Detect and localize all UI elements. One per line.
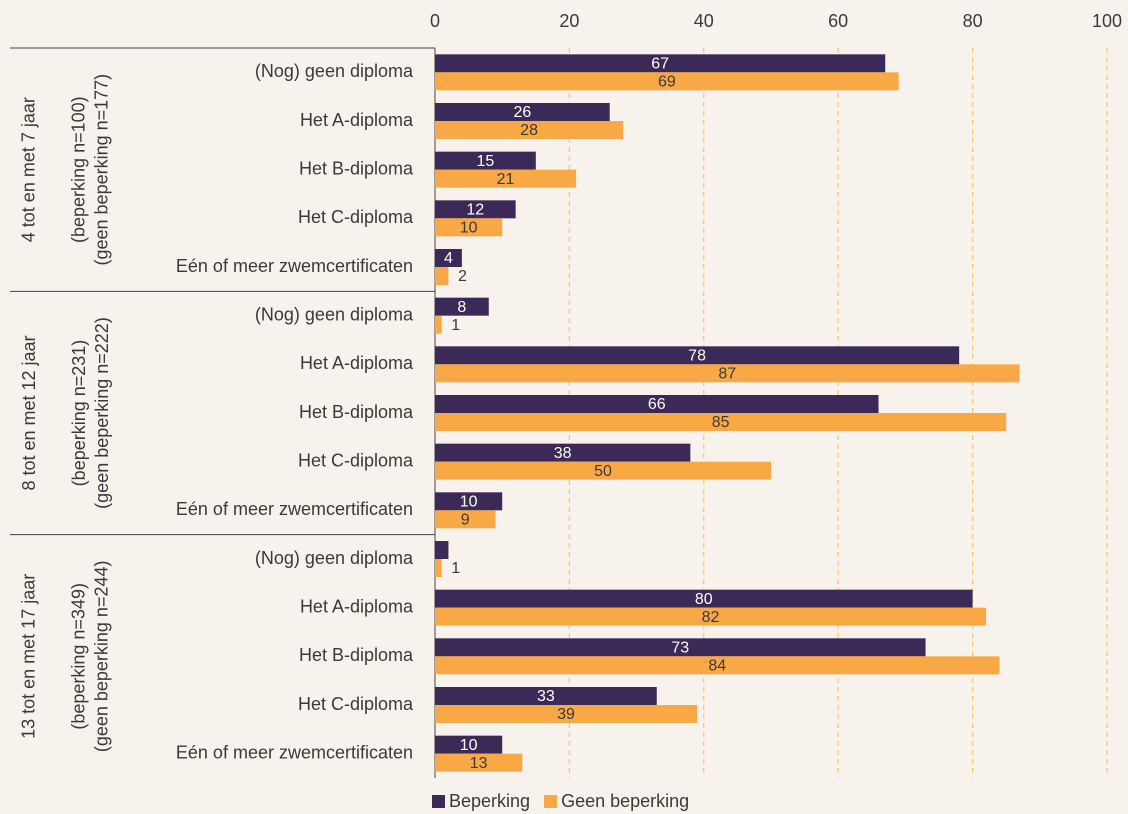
value-label: 69: [658, 74, 676, 91]
category-label: Het B-diploma: [299, 158, 414, 178]
group-sublabel: (geen beperking n=177): [92, 74, 112, 266]
legend-swatch: [432, 795, 445, 808]
value-label: 10: [460, 494, 478, 511]
x-tick-label: 40: [694, 11, 714, 31]
value-label: 12: [466, 202, 484, 219]
group-sublabel: (beperking n=231): [69, 340, 89, 487]
legend-label: Geen beperking: [561, 791, 689, 811]
value-label: 2: [458, 268, 467, 285]
value-label: 10: [460, 737, 478, 754]
group-sublabel: (beperking n=349): [69, 583, 89, 730]
category-label: Het A-diploma: [300, 353, 414, 373]
value-label: 21: [497, 171, 515, 188]
group-sublabel: (geen beperking n=222): [92, 317, 112, 509]
bar: [435, 249, 462, 267]
value-label: 78: [688, 348, 706, 365]
category-label: Het B-diploma: [299, 402, 414, 422]
bar: [435, 346, 960, 365]
bar: [435, 103, 610, 121]
bar: [435, 297, 489, 316]
bar: [435, 315, 442, 334]
bar: [435, 687, 657, 705]
value-label: 1: [451, 317, 460, 334]
value-label: 50: [594, 463, 612, 480]
value-label: 8: [457, 299, 466, 316]
bar: [435, 443, 691, 462]
group-sublabel: (beperking n=100): [69, 96, 89, 243]
bar: [435, 395, 879, 413]
group-label: 4 tot en met 7 jaar: [19, 97, 39, 242]
category-label: Het A-diploma: [300, 596, 414, 616]
bar: [435, 200, 516, 219]
value-label: 13: [470, 755, 488, 772]
category-label: Het C-diploma: [298, 694, 414, 714]
value-label: 10: [460, 220, 478, 237]
value-label: 85: [712, 414, 730, 431]
bar: [435, 559, 442, 577]
bar: [435, 753, 523, 772]
value-label: 1: [451, 560, 460, 577]
value-label: 39: [557, 706, 575, 723]
value-label: 73: [671, 640, 689, 657]
x-tick-label: 0: [430, 11, 440, 31]
bar: [435, 461, 771, 480]
value-label: 80: [695, 591, 713, 608]
bar: [435, 638, 926, 657]
group-label: 13 tot en met 17 jaar: [19, 574, 39, 739]
bar: [435, 364, 1020, 383]
bar: [435, 413, 1007, 431]
value-label: 87: [718, 366, 736, 383]
category-label: (Nog) geen diploma: [255, 304, 414, 324]
value-label: 26: [513, 104, 531, 121]
x-tick-label: 20: [559, 11, 579, 31]
value-label: 66: [648, 396, 666, 413]
bar: [435, 607, 987, 626]
bar: [435, 735, 503, 754]
value-label: 67: [651, 56, 669, 73]
x-tick-label: 80: [963, 11, 983, 31]
bar: [435, 72, 899, 91]
group-label: 8 tot en met 12 jaar: [19, 335, 39, 490]
value-label: 84: [708, 658, 726, 675]
legend-swatch: [544, 795, 558, 808]
value-label: 9: [461, 512, 470, 529]
bar: [435, 218, 503, 237]
value-label: 28: [520, 122, 538, 139]
category-label: Het C-diploma: [298, 450, 414, 470]
bar: [435, 121, 624, 139]
legend-label: Beperking: [449, 791, 530, 811]
category-label: Het B-diploma: [299, 645, 414, 665]
category-label: Eén of meer zwemcertificaten: [176, 499, 413, 519]
category-label: Het C-diploma: [298, 207, 414, 227]
category-label: Eén of meer zwemcertificaten: [176, 256, 413, 276]
category-label: Het A-diploma: [300, 110, 414, 130]
bar: [435, 541, 449, 559]
bar: [435, 589, 973, 608]
value-label: 15: [477, 153, 495, 170]
bar: [435, 510, 496, 529]
value-label: 33: [537, 688, 555, 705]
value-label: 82: [702, 609, 720, 626]
bar: [435, 169, 577, 188]
value-label: 4: [444, 250, 453, 267]
bar: [435, 151, 536, 170]
bar: [435, 656, 1000, 675]
x-tick-label: 60: [828, 11, 848, 31]
x-tick-label: 100: [1092, 11, 1122, 31]
value-label: 38: [554, 445, 572, 462]
bar: [435, 492, 503, 511]
bar: [435, 54, 886, 73]
category-label: (Nog) geen diploma: [255, 61, 414, 81]
group-sublabel: (geen beperking n=244): [92, 561, 112, 753]
category-label: (Nog) geen diploma: [255, 548, 414, 568]
bar: [435, 267, 449, 285]
category-label: Eén of meer zwemcertificaten: [176, 742, 413, 762]
bar: [435, 705, 698, 723]
